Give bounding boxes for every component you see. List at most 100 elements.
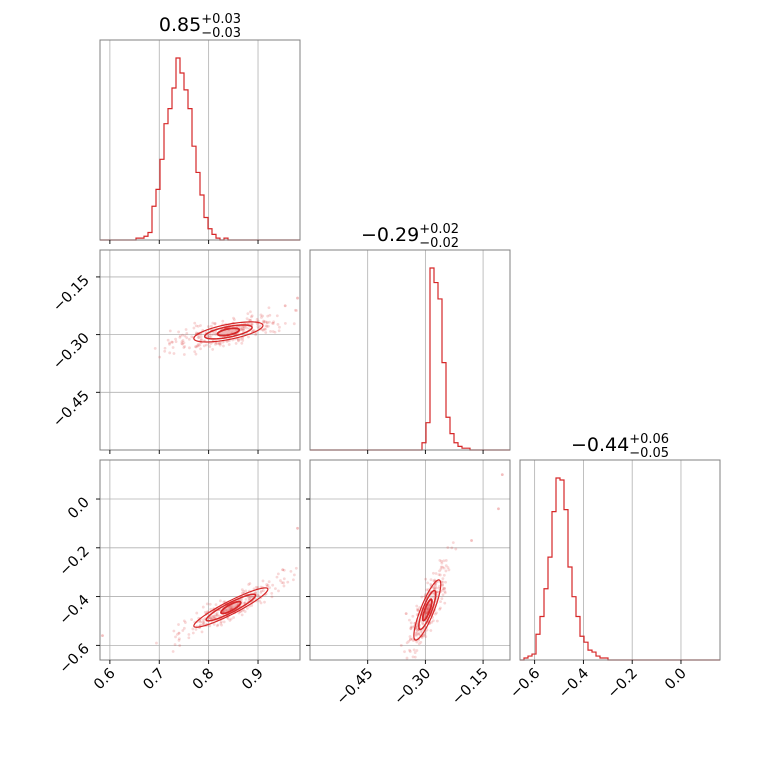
hist-p2-xtick-label-3: 0.0 xyxy=(662,666,690,694)
scatter-p1-p2-sample-71 xyxy=(439,567,443,571)
title-lower-p2: −0.05 xyxy=(629,446,669,461)
scatter-p0-p1-sample-124 xyxy=(193,321,197,325)
scatter-p0-p1-sample-75 xyxy=(181,333,184,337)
title-upper-p2: +0.06 xyxy=(629,432,669,447)
scatter-p1-p2-contour-0 xyxy=(421,598,433,622)
scatter-p0-p1-sample-46 xyxy=(214,342,217,346)
scatter-p0-p2-sample-162 xyxy=(245,606,249,610)
scatter-p0-p1-sample-102 xyxy=(209,342,213,345)
scatter-p0-p2-sample-201 xyxy=(201,605,205,609)
scatter-p0-p2-sample-10 xyxy=(184,621,187,624)
scatter-p0-p1-sample-53 xyxy=(255,317,259,321)
scatter-p0-p2-sample-50 xyxy=(187,633,191,636)
scatter-p0-p1-sample-229 xyxy=(242,328,246,332)
scatter-p1-p2-xtick-label-2: −0.15 xyxy=(449,666,492,709)
scatter-p1-p2-contour-2 xyxy=(413,579,442,641)
scatter-p0-p1-sample-197 xyxy=(260,316,263,319)
scatter-p0-p2-sample-215 xyxy=(177,623,180,626)
scatter-p0-p1-sample-45 xyxy=(249,319,253,322)
scatter-p1-p2-sample-177 xyxy=(417,642,421,646)
scatter-p1-p2-sample-221 xyxy=(434,572,438,575)
scatter-p1-p2-outlier-2 xyxy=(404,612,408,616)
scatter-p0-p2-sample-144 xyxy=(205,602,209,606)
scatter-p0-p2-sample-6 xyxy=(214,603,218,607)
scatter-p0-p1-sample-160 xyxy=(166,338,170,342)
scatter-p1-p2-sample-220 xyxy=(450,546,454,550)
scatter-p0-p2-sample-55 xyxy=(261,589,265,592)
scatter-p1-p2-sample-254 xyxy=(441,583,444,586)
scatter-p0-p1-sample-198 xyxy=(212,332,216,336)
scatter-p0-p1-sample-237 xyxy=(199,335,203,339)
scatter-p0-p1-sample-240 xyxy=(199,338,203,342)
scatter-p1-p2-sample-142 xyxy=(438,569,441,573)
scatter-p1-p2-sample-55 xyxy=(411,614,415,618)
scatter-p1-p2-contour-1 xyxy=(418,589,437,631)
scatter-p0-p2-sample-47 xyxy=(217,614,221,618)
scatter-p0-p2-sample-89 xyxy=(222,600,226,604)
scatter-p0-p2-sample-258 xyxy=(242,589,246,593)
scatter-p0-p1-sample-206 xyxy=(218,343,222,347)
scatter-p1-p2-sample-8 xyxy=(424,611,428,614)
scatter-p0-p1-sample-173 xyxy=(277,329,281,333)
scatter-p0-p2-sample-102 xyxy=(270,592,274,595)
scatter-p0-p1-sample-134 xyxy=(271,321,275,325)
scatter-p0-p2-sample-132 xyxy=(258,599,261,603)
scatter-p1-p2-sample-12 xyxy=(441,593,445,597)
scatter-p1-p2-sample-159 xyxy=(415,629,419,633)
scatter-p0-p2-sample-184 xyxy=(294,566,298,570)
scatter-p0-p1-sample-14 xyxy=(249,322,253,326)
scatter-p1-p2-sample-217 xyxy=(429,629,433,632)
scatter-p1-p2-sample-214 xyxy=(424,611,428,614)
scatter-p0-p2-sample-96 xyxy=(177,637,181,641)
scatter-p1-p2-sample-169 xyxy=(438,559,442,562)
scatter-p0-p1-sample-23 xyxy=(194,331,198,335)
scatter-p0-p1-sample-246 xyxy=(269,329,272,333)
scatter-p0-p1-sample-188 xyxy=(232,316,235,320)
scatter-p0-p1-sample-108 xyxy=(168,341,172,345)
scatter-p1-p2-sample-212 xyxy=(425,628,429,632)
scatter-p0-p1-sample-10 xyxy=(185,336,189,340)
scatter-p1-p2-sample-110 xyxy=(446,566,450,569)
scatter-p0-p1-sample-199 xyxy=(163,349,167,353)
scatter-p0-p2-sample-224 xyxy=(219,621,223,625)
scatter-p1-p2-sample-66 xyxy=(415,604,419,608)
scatter-p0-p1-sample-115 xyxy=(262,319,265,323)
scatter-p0-p1-sample-73 xyxy=(283,322,287,325)
scatter-p0-p1-sample-147 xyxy=(183,345,187,348)
scatter-p0-p2-frame xyxy=(99,459,301,661)
scatter-p0-p1-sample-121 xyxy=(266,324,270,328)
scatter-p1-p2-sample-7 xyxy=(420,595,424,599)
scatter-p0-p2-sample-86 xyxy=(208,624,212,628)
scatter-p1-p2-sample-11 xyxy=(432,592,436,596)
scatter-p0-p1-contour-0 xyxy=(216,327,241,337)
scatter-p0-p1-sample-114 xyxy=(292,322,296,326)
scatter-p1-p2-sample-172 xyxy=(416,609,420,612)
scatter-p1-p2-sample-67 xyxy=(441,577,445,581)
scatter-p1-p2-xtick-label-1: −0.30 xyxy=(391,666,434,709)
scatter-p1-p2-sample-40 xyxy=(430,620,434,624)
scatter-p0-p1-sample-185 xyxy=(158,355,162,359)
scatter-p0-p2-sample-9 xyxy=(208,616,212,620)
scatter-p0-p1-sample-85 xyxy=(182,353,186,356)
scatter-p0-p1-sample-116 xyxy=(174,340,178,344)
hist-p1-frame xyxy=(309,249,511,451)
scatter-p0-p1-sample-80 xyxy=(256,325,260,329)
scatter-p1-p2-sample-226 xyxy=(411,655,415,659)
scatter-p1-p2-sample-47 xyxy=(415,633,419,637)
scatter-p0-p2-sample-166 xyxy=(254,585,258,589)
scatter-p0-p2-sample-189 xyxy=(254,590,258,594)
scatter-p1-p2-sample-30 xyxy=(454,547,458,551)
scatter-p1-p2-sample-48 xyxy=(403,676,406,679)
scatter-p1-p2-bg xyxy=(310,460,510,660)
scatter-p1-p2-sample-203 xyxy=(411,625,414,629)
scatter-p0-p2-sample-66 xyxy=(190,618,193,621)
scatter-p0-p1-sample-159 xyxy=(211,348,215,351)
scatter-p1-p2-sample-86 xyxy=(443,591,447,595)
scatter-p0-p1-sample-137 xyxy=(249,310,252,314)
scatter-p1-p2-sample-52 xyxy=(438,573,442,577)
scatter-p0-p1-sample-35 xyxy=(241,339,245,342)
scatter-p0-p2-sample-84 xyxy=(289,569,293,573)
scatter-p0-p1-sample-8 xyxy=(199,324,202,327)
scatter-p1-p2-sample-72 xyxy=(433,612,437,616)
